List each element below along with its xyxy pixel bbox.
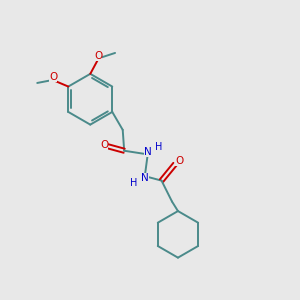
- Text: H: H: [155, 142, 162, 152]
- Text: O: O: [175, 156, 184, 166]
- Text: O: O: [100, 140, 108, 150]
- Text: H: H: [130, 178, 138, 188]
- Text: O: O: [94, 51, 102, 61]
- Text: O: O: [49, 72, 58, 82]
- Text: N: N: [144, 147, 152, 157]
- Text: N: N: [141, 172, 149, 183]
